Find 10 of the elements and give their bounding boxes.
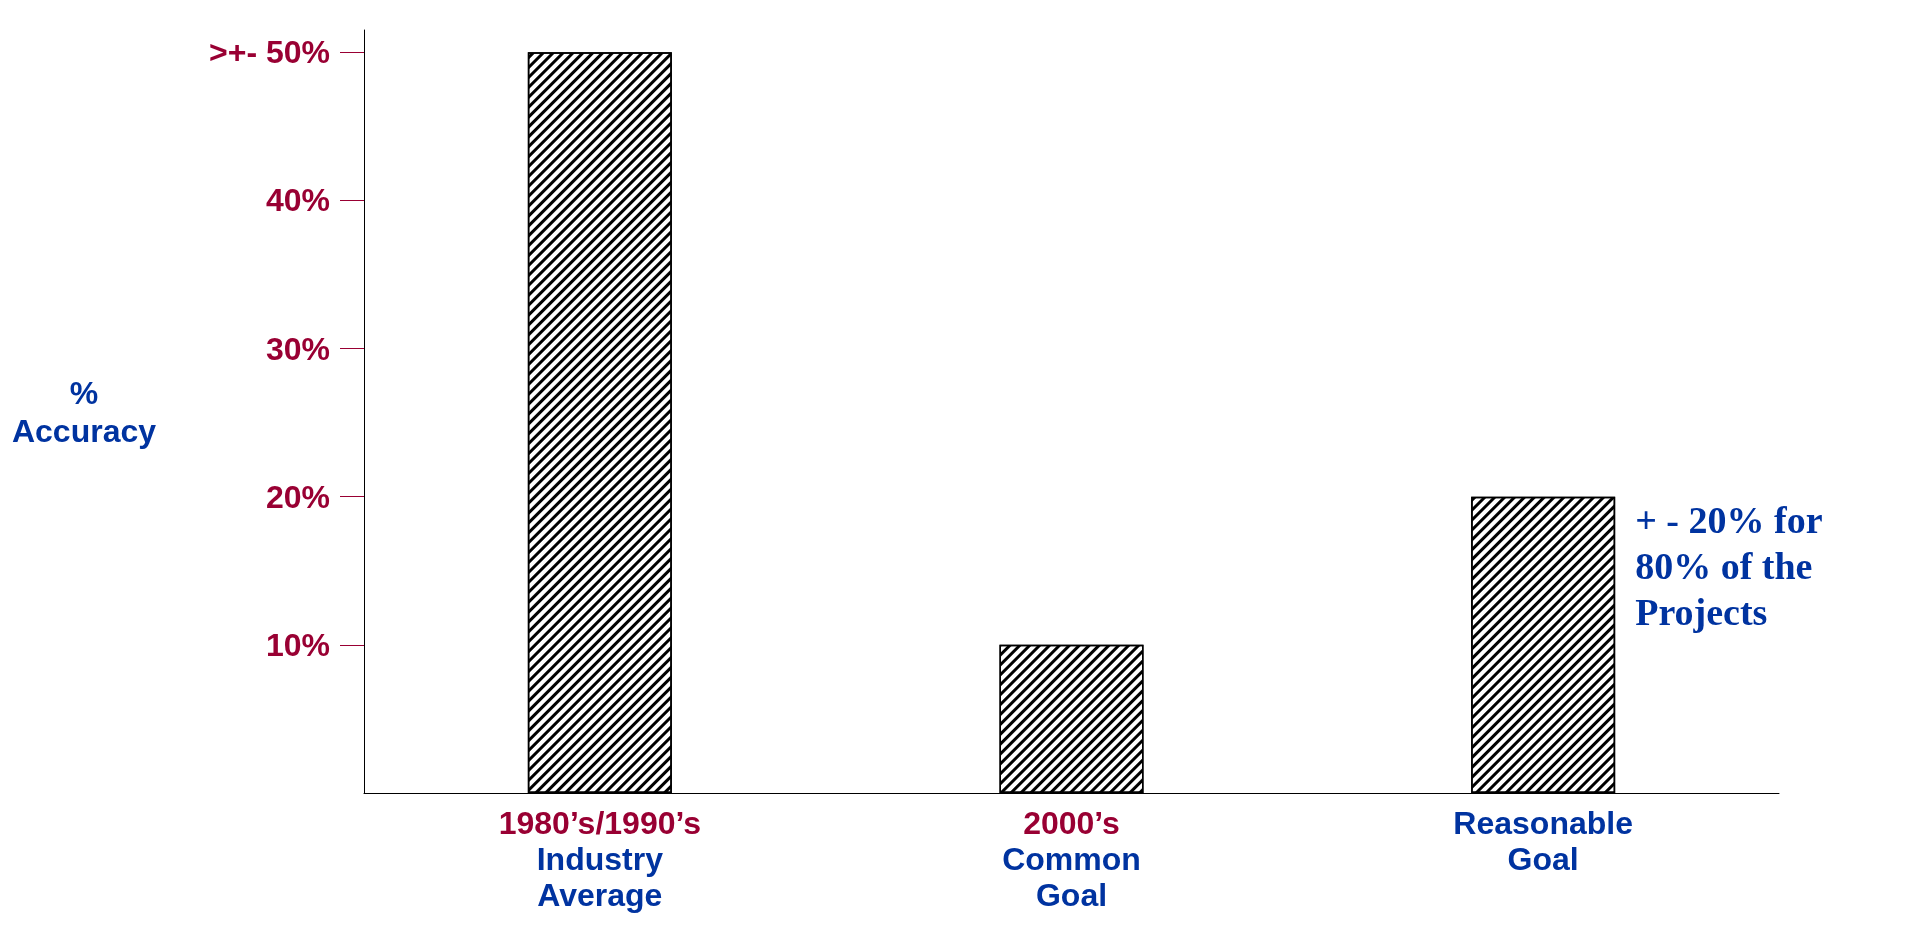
y-tick-label: 20%	[265, 478, 330, 515]
y-tick-label: 40%	[265, 182, 330, 219]
x-tick-label: 2000’s Common Goal	[1002, 805, 1141, 913]
annotation: + - 20% for 80% of the Projects	[1635, 498, 1832, 633]
y-tick-label: >+- 50%	[209, 34, 330, 71]
x-tick-label: Reasonable Goal	[1453, 805, 1633, 877]
y-axis-title: % Accuracy	[11, 374, 157, 449]
x-tick-label: 1980’s/1990’s Industry Average	[498, 805, 701, 913]
y-tick-label: 30%	[265, 330, 330, 367]
y-tick-label: 10%	[265, 626, 330, 663]
